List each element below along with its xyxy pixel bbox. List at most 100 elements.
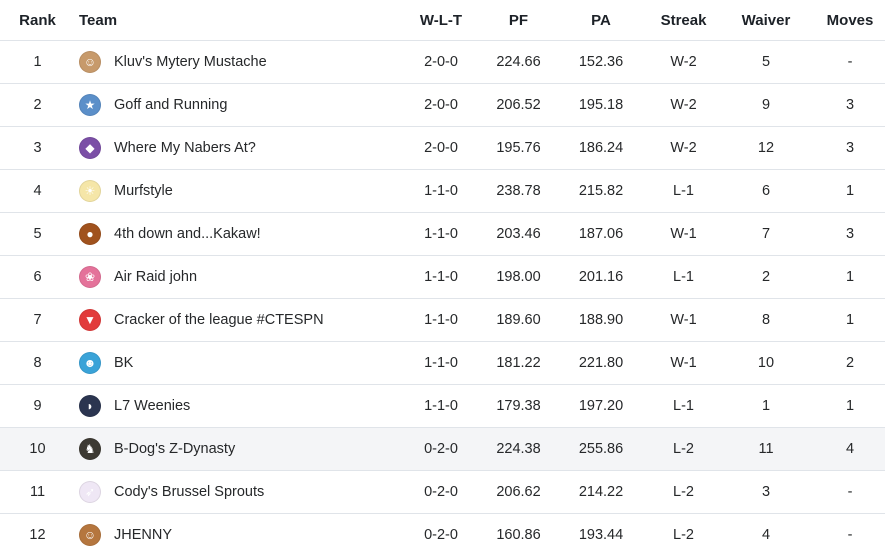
team-name-link[interactable]: B-Dog's Z-Dynasty [114,441,236,457]
moves-cell: 1 [811,255,885,299]
moves-cell: 3 [811,212,885,256]
waiver-cell: 11 [721,427,811,471]
pa-cell: 195.18 [556,83,646,127]
table-row: 10 ♞ B-Dog's Z-Dynasty 0-2-0 224.38 255.86 L-2… [0,427,885,471]
bearded-man-icon[interactable]: ☺ [79,524,101,546]
pf-cell: 179.38 [481,384,556,428]
team-name-link[interactable]: Cracker of the league #CTESPN [114,312,324,328]
wlt-cell: 2-0-0 [401,40,481,84]
team-cell: ❀ Air Raid john [75,255,401,299]
waiver-cell: 8 [721,298,811,342]
pf-cell: 181.22 [481,341,556,385]
team-name-link[interactable]: Where My Nabers At? [114,140,256,156]
runner-icon[interactable]: ★ [79,94,101,116]
header-moves[interactable]: Moves [811,0,885,41]
header-pf[interactable]: PF [481,0,556,41]
colorful-face-icon[interactable]: ☻ [79,352,101,374]
team-name-link[interactable]: L7 Weenies [114,398,191,414]
waiver-cell: 6 [721,169,811,213]
header-rank[interactable]: Rank [0,0,75,41]
pa-cell: 186.24 [556,126,646,170]
streak-cell: W-2 [646,40,721,84]
rank-cell: 4 [0,169,75,213]
team-cell: ▼ Cracker of the league #CTESPN [75,298,401,342]
team-cell: ★ Goff and Running [75,83,401,127]
team-name-link[interactable]: Air Raid john [114,269,198,285]
team-name-link[interactable]: 4th down and...Kakaw! [114,226,261,242]
pf-cell: 238.78 [481,169,556,213]
pa-cell: 188.90 [556,298,646,342]
table-row: 1 ☺ Kluv's Mytery Mustache 2-0-0 224.66 152.3… [0,40,885,84]
team-cell: ☀ Murfstyle [75,169,401,213]
streak-cell: L-2 [646,470,721,514]
header-waiver[interactable]: Waiver [721,0,811,41]
table-row: 12 ☺ JHENNY 0-2-0 160.86 193.44 L-2 4 - [0,514,885,556]
header-wlt[interactable]: W-L-T [401,0,481,41]
moves-cell: 4 [811,427,885,471]
mustache-man-icon[interactable]: ☺ [79,51,101,73]
purple-swoosh-icon[interactable]: ➶ [79,481,101,503]
team-cell: ☻ BK [75,341,401,385]
header-row: Rank Team W-L-T PF PA Streak Waiver Move… [0,0,885,41]
team-cell: ➶ Cody's Brussel Sprouts [75,470,401,514]
red-cup-icon[interactable]: ▼ [79,309,101,331]
team-name-link[interactable]: BK [114,355,134,371]
header-pa[interactable]: PA [556,0,646,41]
table-row: 8 ☻ BK 1-1-0 181.22 221.80 W-1 10 2 [0,341,885,385]
team-name-link[interactable]: JHENNY [114,527,173,543]
wlt-cell: 1-1-0 [401,212,481,256]
team-name-link[interactable]: Goff and Running [114,97,228,113]
moves-cell: - [811,40,885,84]
rank-cell: 12 [29,527,46,543]
table-row: 5 ● 4th down and...Kakaw! 1-1-0 203.46 187.06… [0,212,885,256]
wlt-cell: 1-1-0 [401,169,481,213]
wlt-cell: 2-0-0 [401,126,481,170]
pa-cell: 255.86 [556,427,646,471]
rank-cell: 6 [0,255,75,299]
pf-cell: 160.86 [496,527,541,543]
sun-cloud-icon[interactable]: ☀ [79,180,101,202]
team-name-link[interactable]: Murfstyle [114,183,173,199]
wlt-cell: 1-1-0 [401,341,481,385]
team-cell: ☺ JHENNY [75,514,401,556]
pf-cell: 224.66 [481,40,556,84]
rank-cell: 8 [0,341,75,385]
pa-cell: 215.82 [556,169,646,213]
moves-cell: 3 [811,83,885,127]
bird-icon[interactable]: ● [79,223,101,245]
rank-cell: 2 [0,83,75,127]
pf-cell: 198.00 [481,255,556,299]
pa-cell: 197.20 [556,384,646,428]
pf-cell: 206.62 [481,470,556,514]
wlt-cell: 1-1-0 [401,384,481,428]
moves-cell: - [847,527,853,543]
waiver-cell: 10 [721,341,811,385]
streak-cell: L-1 [646,255,721,299]
pf-cell: 195.76 [481,126,556,170]
purple-helmet-icon[interactable]: ◆ [79,137,101,159]
table-row: 4 ☀ Murfstyle 1-1-0 238.78 215.82 L-1 6 1 [0,169,885,213]
streak-cell: W-2 [646,126,721,170]
moves-cell: 1 [811,384,885,428]
moves-cell: 1 [811,298,885,342]
pink-brain-icon[interactable]: ❀ [79,266,101,288]
wlt-cell: 0-2-0 [401,427,481,471]
dark-avatar-icon[interactable]: ♞ [79,438,101,460]
header-team[interactable]: Team [75,0,401,41]
rank-cell: 1 [0,40,75,84]
rank-cell: 11 [0,470,75,514]
wlt-cell: 2-0-0 [401,83,481,127]
waiver-cell: 2 [721,255,811,299]
team-name-link[interactable]: Cody's Brussel Sprouts [114,484,265,500]
dark-helmet-icon[interactable]: ◗ [79,395,101,417]
waiver-cell: 4 [761,527,771,543]
header-streak[interactable]: Streak [646,0,721,41]
table-row: 9 ◗ L7 Weenies 1-1-0 179.38 197.20 L-1 1 1 [0,384,885,428]
team-name-link[interactable]: Kluv's Mytery Mustache [114,54,267,70]
table-row: 6 ❀ Air Raid john 1-1-0 198.00 201.16 L-1 2 1 [0,255,885,299]
pa-cell: 193.44 [578,527,624,543]
team-cell: ☺ Kluv's Mytery Mustache [75,40,401,84]
team-cell: ◗ L7 Weenies [75,384,401,428]
streak-cell: L-2 [673,527,694,543]
